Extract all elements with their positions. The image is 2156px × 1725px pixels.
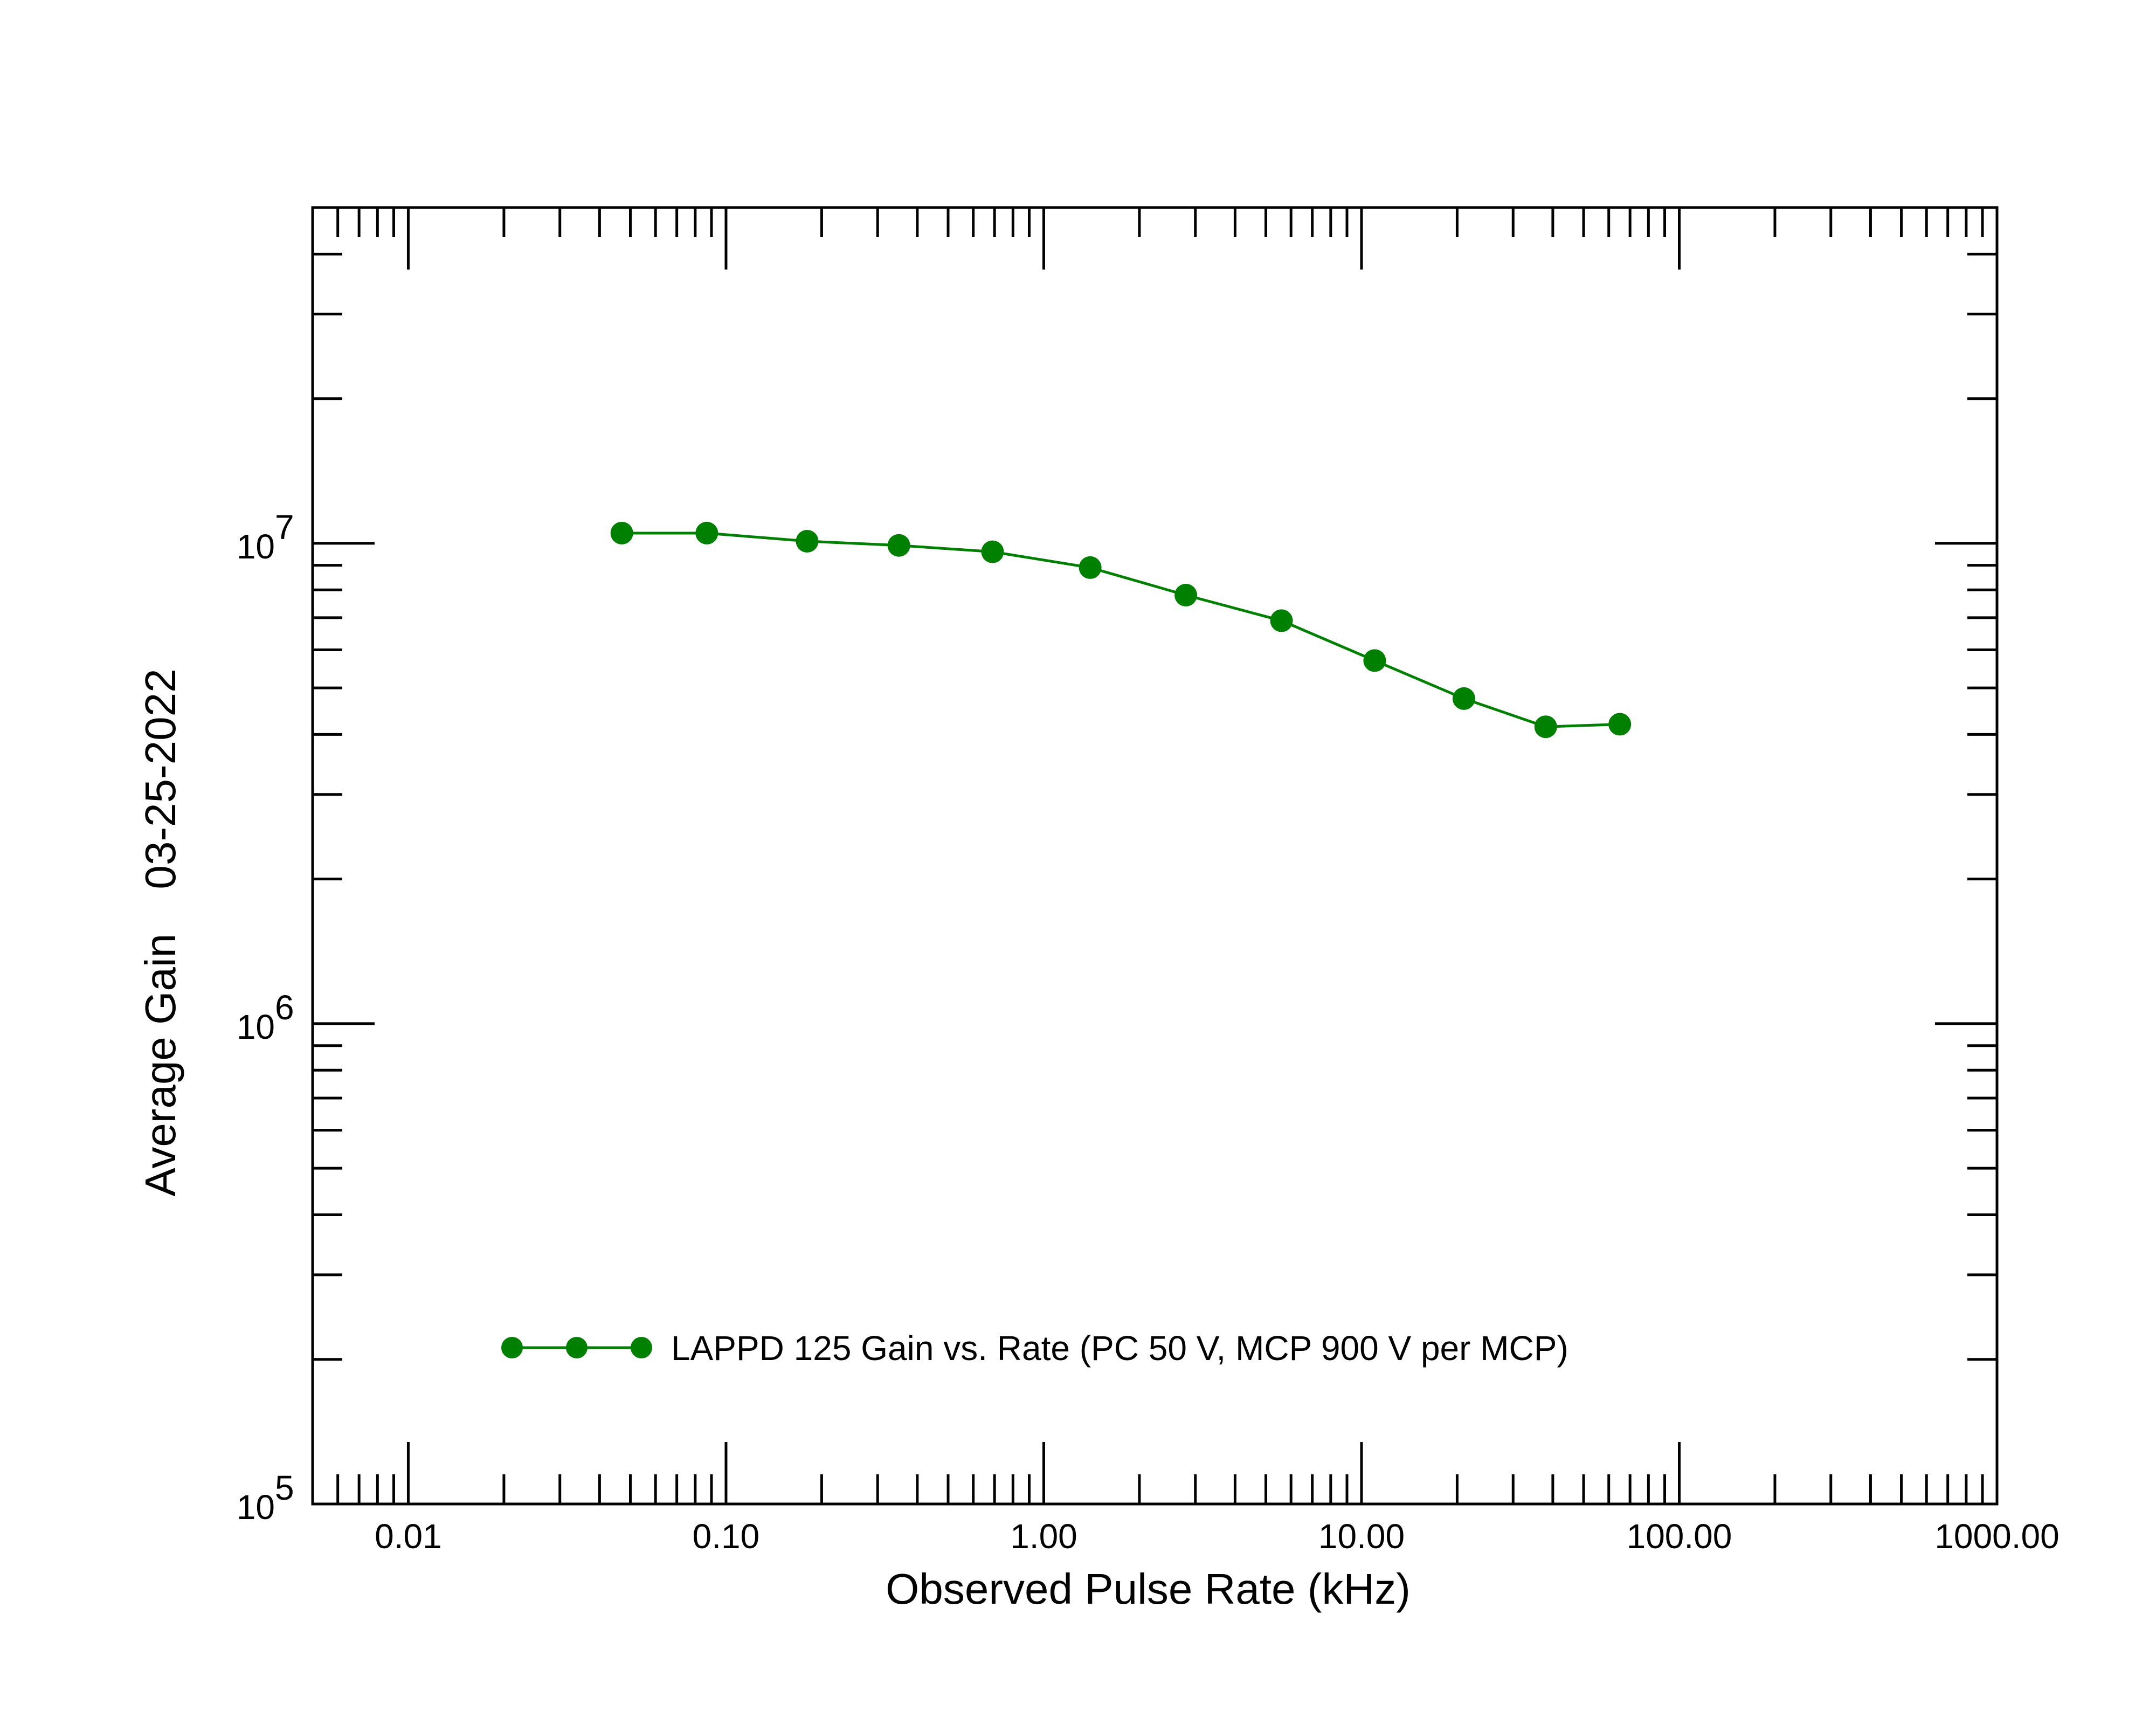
data-point	[887, 534, 910, 557]
y-axis-date: 03-25-2022	[136, 668, 184, 889]
y-tick-label: 10	[237, 1008, 275, 1046]
axis-ticks	[311, 206, 1999, 1506]
series-line	[621, 532, 1620, 728]
y-tick-exponent: 5	[275, 1468, 294, 1507]
data-point	[1534, 715, 1557, 739]
data-point	[1270, 609, 1293, 632]
y-tick-label: 10	[237, 1488, 275, 1527]
y-tick-exponent: 6	[275, 988, 294, 1027]
x-tick-label: 0.10	[693, 1517, 760, 1556]
data-point	[1452, 687, 1475, 710]
x-tick-label: 0.01	[375, 1517, 442, 1556]
legend-marker	[631, 1337, 652, 1358]
legend: LAPPD 125 Gain vs. Rate (PC 50 V, MCP 90…	[501, 1329, 1568, 1368]
x-tick-label: 100.00	[1627, 1517, 1732, 1556]
y-tick-label: 10	[237, 527, 275, 566]
data-point	[796, 529, 819, 553]
data-point	[1608, 713, 1632, 736]
data-point	[695, 521, 718, 544]
legend-marker	[501, 1337, 523, 1358]
legend-marker	[566, 1337, 588, 1358]
y-axis-title-group: Average Gain 03-25-2022	[136, 668, 184, 1196]
data-point	[1079, 556, 1102, 579]
x-tick-labels: 0.01 0.10 1.00 10.00 100.00 1000.00	[375, 1517, 2059, 1556]
data-point	[610, 521, 633, 544]
y-tick-exponent: 7	[275, 508, 294, 547]
x-tick-label: 10.00	[1318, 1517, 1405, 1556]
svg-text:Average Gain 03-25-2022: Average Gain 03-25-2022	[136, 668, 184, 1196]
plot-frame	[311, 206, 1999, 1506]
x-tick-label: 1.00	[1010, 1517, 1077, 1556]
legend-label: LAPPD 125 Gain vs. Rate (PC 50 V, MCP 90…	[671, 1329, 1568, 1368]
data-point	[1363, 649, 1386, 672]
data-point	[981, 540, 1004, 563]
y-axis-title: Average Gain	[136, 934, 184, 1197]
series-layer	[610, 521, 1632, 739]
x-tick-label: 1000.00	[1934, 1517, 2059, 1556]
x-axis-title: Observed Pulse Rate (kHz)	[886, 1565, 1411, 1613]
data-point	[1174, 583, 1198, 606]
